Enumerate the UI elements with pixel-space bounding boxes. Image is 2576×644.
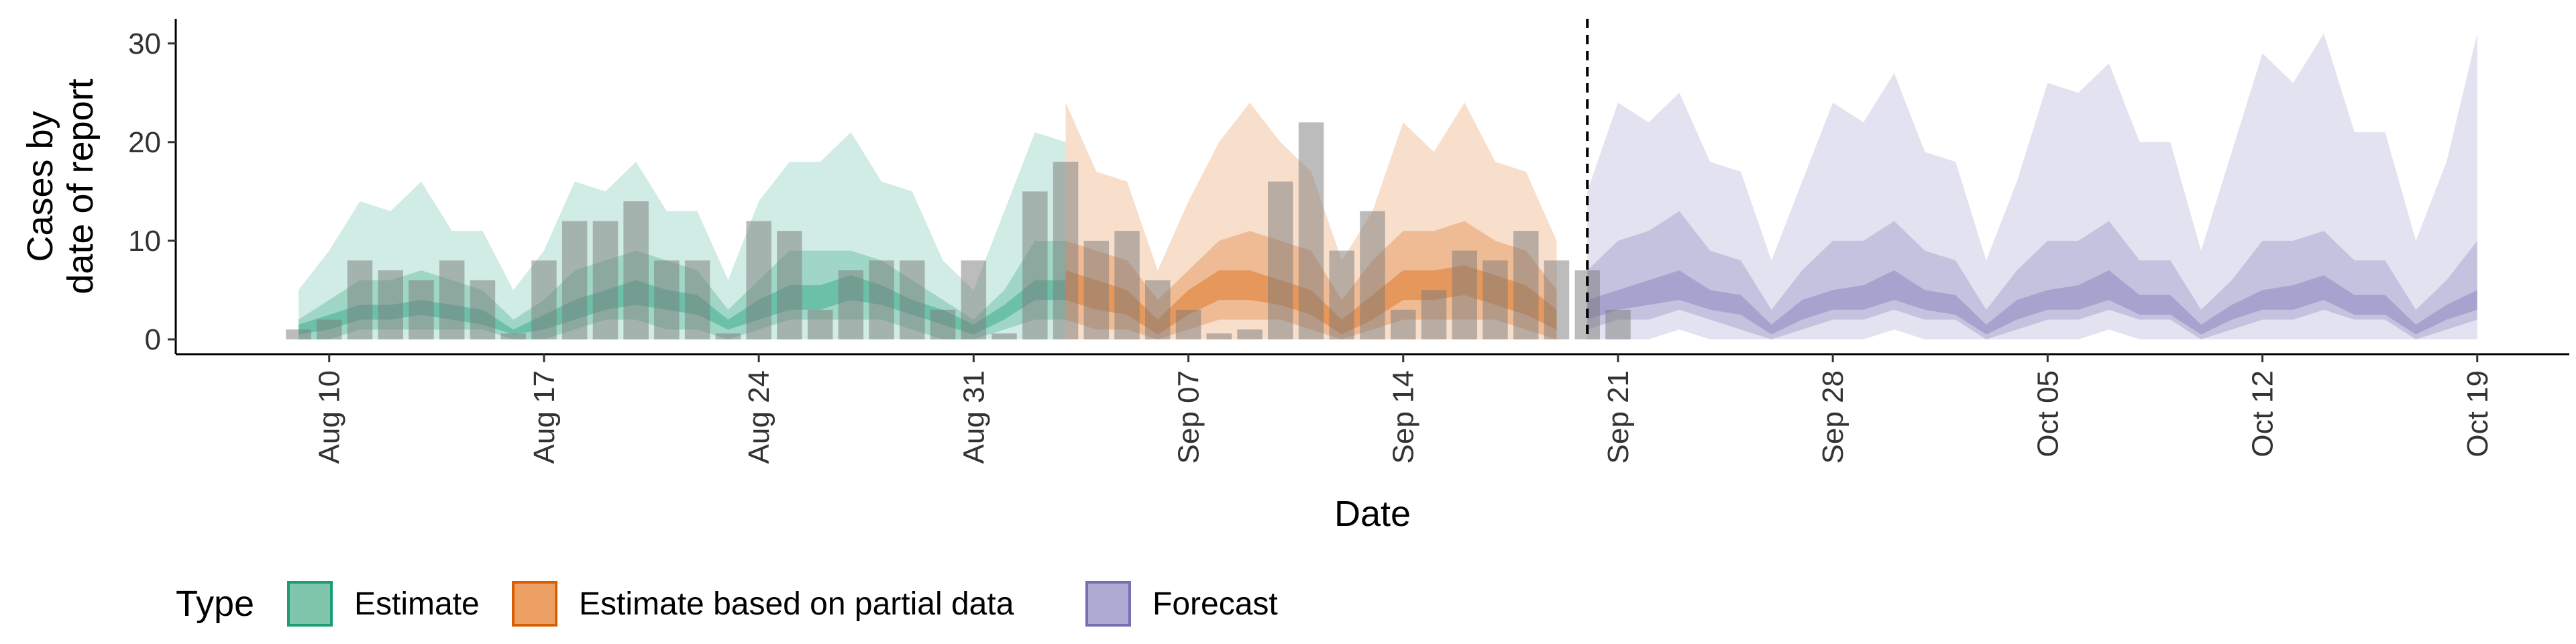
legend-title: Type bbox=[176, 584, 254, 624]
reported-cases-bar bbox=[1605, 309, 1631, 339]
forecast-band-50pct bbox=[1587, 211, 2477, 339]
reported-cases-bar bbox=[991, 333, 1017, 339]
forecast-band-90pct bbox=[1587, 34, 2477, 339]
reported-cases-bar bbox=[1175, 309, 1201, 339]
reported-cases-bar bbox=[1329, 250, 1354, 339]
reported-cases-bar bbox=[1483, 260, 1508, 339]
x-tick-label: Aug 24 bbox=[743, 370, 775, 464]
reported-cases-bar bbox=[1298, 122, 1324, 339]
reported-cases-bar bbox=[1206, 333, 1232, 339]
x-axis-title: Date bbox=[1334, 494, 1411, 534]
x-tick-label: Aug 17 bbox=[528, 370, 561, 464]
reported-cases-bar bbox=[409, 280, 434, 339]
legend-label: Estimate bbox=[354, 586, 480, 622]
reported-cases-bar bbox=[715, 333, 741, 339]
reported-cases-bar bbox=[654, 260, 680, 339]
legend-swatch bbox=[1085, 581, 1131, 627]
x-tick-label: Aug 31 bbox=[957, 370, 990, 464]
legend: Type Estimate Estimate based on partial da… bbox=[176, 581, 1278, 627]
reported-cases-bar bbox=[561, 221, 588, 339]
reported-cases-bar bbox=[1083, 240, 1110, 339]
y-tick-label: 0 bbox=[145, 323, 161, 356]
reported-cases-bar bbox=[347, 260, 373, 339]
x-tick-label: Sep 07 bbox=[1173, 370, 1205, 464]
reported-cases-bar bbox=[746, 221, 771, 339]
reported-cases-bar bbox=[1544, 260, 1570, 339]
reported-cases-bar bbox=[930, 309, 956, 339]
legend-swatch bbox=[512, 581, 557, 627]
y-axis-title-line: Cases by bbox=[20, 111, 60, 262]
reported-cases-bar bbox=[1145, 280, 1171, 339]
reported-cases-bar bbox=[1391, 309, 1416, 339]
reported-cases-bar bbox=[1360, 211, 1385, 339]
y-tick-label: 10 bbox=[128, 225, 161, 258]
x-tick-label: Aug 10 bbox=[313, 370, 346, 464]
reported-cases-bar bbox=[500, 333, 526, 339]
reported-cases-bar bbox=[1513, 231, 1539, 339]
y-tick-label: 20 bbox=[128, 126, 161, 159]
x-tick-label: Sep 14 bbox=[1387, 370, 1420, 464]
reported-cases-bar bbox=[317, 319, 342, 339]
reported-cases-bar bbox=[592, 221, 619, 339]
reported-cases-bar bbox=[1022, 191, 1048, 339]
reported-cases-bar bbox=[961, 260, 987, 339]
legend-label: Forecast bbox=[1152, 586, 1278, 622]
x-tick-label: Oct 05 bbox=[2031, 370, 2064, 458]
reported-cases-bar bbox=[378, 270, 403, 339]
reported-cases-bar bbox=[470, 280, 496, 339]
reported-cases-bar bbox=[777, 231, 802, 339]
legend-label: Estimate based on partial data bbox=[579, 586, 1014, 622]
reported-cases-bar bbox=[1268, 181, 1293, 339]
axes: 0 10 20 30 Aug 10 Aug 17 Aug 24 Aug 31 Sep 07 Sep… bbox=[20, 19, 2569, 534]
y-axis-title: Cases bydate of report bbox=[20, 78, 101, 294]
y-tick-label: 30 bbox=[128, 28, 161, 60]
x-tick-label: Sep 28 bbox=[1817, 370, 1849, 464]
reported-cases-bar bbox=[869, 260, 894, 339]
x-tick-label: Sep 21 bbox=[1602, 370, 1635, 464]
reported-cases-bar bbox=[900, 260, 925, 339]
x-tick-label: Oct 19 bbox=[2461, 370, 2494, 458]
reported-cases-bar bbox=[1114, 231, 1140, 339]
reported-cases-bar bbox=[1053, 162, 1079, 339]
reported-cases-bar bbox=[1421, 290, 1447, 339]
forecast-band-20pct bbox=[1587, 270, 2477, 335]
plot-area bbox=[286, 19, 2477, 341]
reported-cases-bar bbox=[286, 329, 311, 339]
x-tick-label: Oct 12 bbox=[2247, 370, 2279, 458]
reported-cases-bar bbox=[531, 260, 557, 339]
legend-swatch bbox=[287, 581, 333, 627]
y-axis-title-line: date of report bbox=[60, 78, 101, 294]
reported-cases-bar bbox=[439, 260, 465, 339]
reported-cases-bar bbox=[684, 260, 710, 339]
reported-cases-bar bbox=[838, 270, 864, 339]
reported-cases-bar bbox=[623, 201, 649, 339]
reported-cases-bar bbox=[1452, 250, 1477, 339]
reported-cases-bar bbox=[807, 309, 833, 339]
reported-cases-bar bbox=[1237, 329, 1263, 339]
